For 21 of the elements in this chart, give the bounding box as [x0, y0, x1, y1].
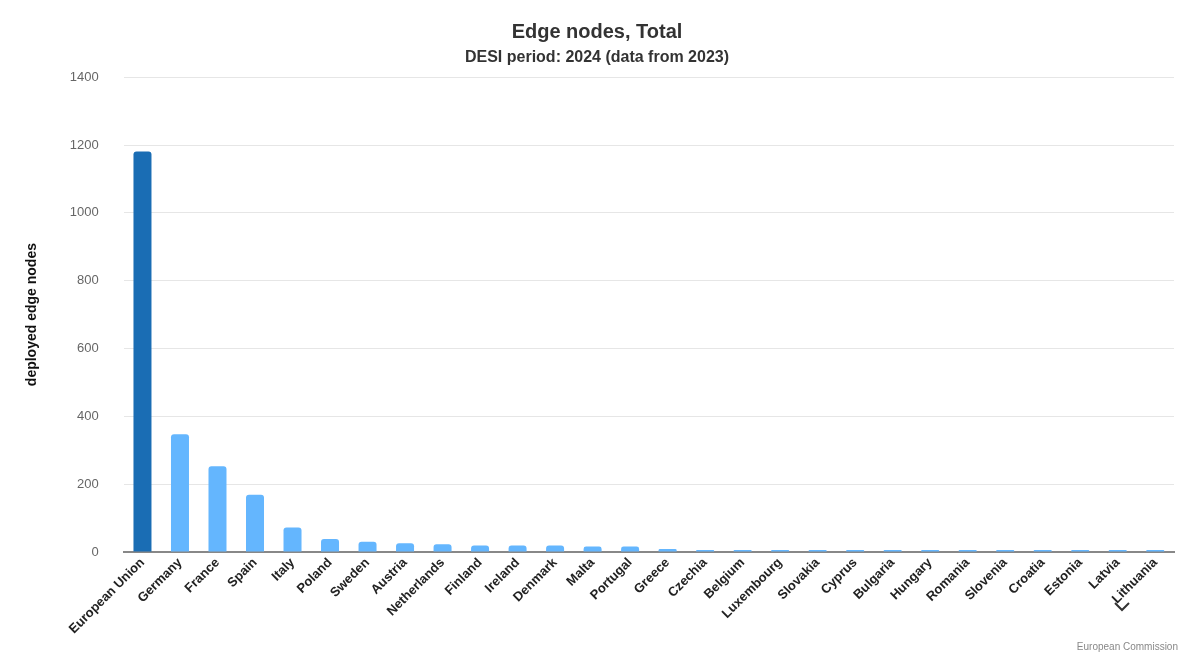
bar: [170, 434, 189, 552]
bar: [321, 539, 340, 552]
y-tick-label: 1200: [69, 136, 99, 152]
y-tick-label: 1000: [69, 204, 99, 220]
y-tick-label: 0: [91, 543, 99, 559]
y-tick-label: 800: [77, 272, 99, 288]
chart-title: Edge nodes, Total: [511, 19, 683, 42]
y-tick-label: 1400: [69, 68, 99, 84]
bar: [358, 541, 377, 552]
y-axis-title: deployed edge nodes: [23, 242, 40, 387]
chart-subtitle: DESI period: 2024 (data from 2023): [464, 48, 730, 66]
y-tick-label: 200: [77, 475, 99, 491]
bar: [246, 494, 265, 552]
bar: [133, 151, 152, 552]
bar: [208, 466, 227, 552]
bar: [283, 527, 302, 552]
y-tick-label: 600: [77, 340, 99, 356]
bar: [433, 544, 452, 552]
bar: [396, 543, 415, 552]
y-tick-label: 400: [77, 407, 99, 423]
text: European Commission: [1076, 641, 1178, 652]
